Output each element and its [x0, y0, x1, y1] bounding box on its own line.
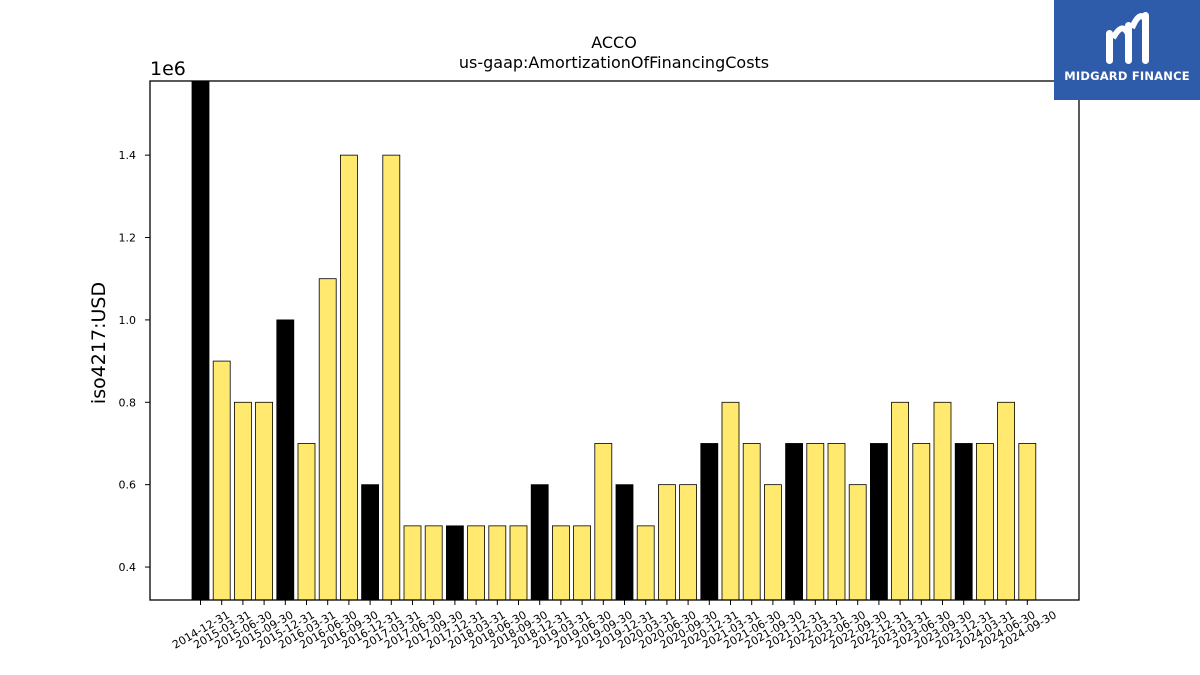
y-tick-label: 1.0	[119, 314, 137, 327]
chart-subtitle: us-gaap:AmortizationOfFinancingCosts	[459, 53, 769, 72]
y-tick-label: 1.2	[119, 232, 137, 245]
bar-2017-09-30	[424, 525, 443, 601]
bar-2018-06-30	[488, 525, 507, 601]
bar-2017-12-31	[445, 525, 464, 601]
bar-2015-03-31	[212, 360, 231, 601]
bar-2024-06-30	[997, 401, 1015, 601]
bar-2019-09-30	[594, 443, 613, 601]
bar-2019-06-30	[573, 525, 591, 601]
bar-2015-06-30	[233, 401, 252, 601]
bar-2017-06-30	[403, 525, 422, 601]
bar-2018-03-31	[467, 525, 486, 601]
bar-2023-09-30	[933, 401, 952, 601]
bar-2017-03-31	[382, 154, 401, 601]
bar-2024-03-31	[976, 443, 994, 601]
bar-2022-03-31	[806, 443, 825, 601]
bar-2019-12-31	[615, 484, 634, 601]
bar-2015-09-30	[255, 401, 274, 601]
chart-title: ACCO	[591, 33, 637, 52]
bar-2020-09-30	[679, 484, 697, 601]
bar-2021-03-31	[721, 401, 740, 601]
bar-2020-06-30	[658, 484, 676, 601]
bar-2021-06-30	[742, 443, 761, 601]
axis-ticks: 2014-12-312015-03-312015-06-302015-09-30…	[119, 149, 1059, 651]
bar-2022-09-30	[848, 484, 867, 601]
bar-2023-03-31	[891, 401, 909, 601]
bar-2021-12-31	[785, 443, 803, 601]
bar-2020-03-31	[636, 525, 655, 601]
bar-2016-09-30	[339, 154, 358, 601]
y-tick-label: 1.4	[119, 149, 137, 162]
bar-2019-03-31	[552, 525, 570, 601]
bar-2018-09-30	[509, 525, 528, 601]
bar-2018-12-31	[530, 484, 549, 601]
y-axis-offset-label: 1e6	[150, 58, 186, 80]
bars	[191, 80, 1037, 601]
y-tick-label: 0.4	[119, 561, 137, 574]
plot-frame	[149, 80, 1080, 601]
logo-text: MIDGARD FINANCE	[1064, 69, 1190, 83]
y-tick-label: 0.6	[119, 479, 137, 492]
bar-2024-09-30	[1018, 443, 1037, 601]
midgard-logo-icon	[1106, 12, 1149, 64]
bar-2021-09-30	[764, 484, 782, 601]
bar-2020-12-31	[700, 443, 719, 601]
bar-2016-12-31	[361, 484, 380, 601]
bar-2016-03-31	[297, 443, 316, 601]
bar-2023-12-31	[954, 443, 973, 601]
bar-2016-06-30	[318, 278, 337, 601]
bar-2022-12-31	[870, 443, 888, 601]
bar-2022-06-30	[827, 443, 846, 601]
bar-2015-12-31	[276, 319, 295, 601]
y-tick-label: 0.8	[119, 396, 137, 409]
y-axis-label: iso4217:USD	[88, 282, 110, 404]
bar-2023-06-30	[912, 443, 931, 601]
midgard-finance-logo: MIDGARD FINANCE	[1054, 0, 1200, 100]
bar-2014-12-31	[191, 80, 210, 601]
